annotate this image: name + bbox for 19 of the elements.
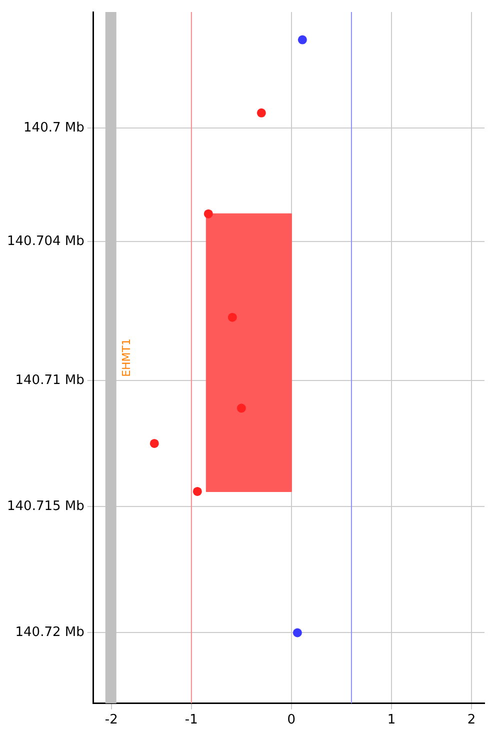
y-tick-label: 140.71 Mb: [15, 372, 84, 388]
x-tick-label: 1: [387, 712, 396, 728]
point: [228, 312, 237, 322]
x-tick-label: 0: [287, 712, 296, 728]
point: [150, 438, 159, 448]
x-tick-label: -2: [104, 712, 118, 728]
point: [298, 35, 307, 44]
x-tick-label: 2: [467, 712, 476, 728]
point: [236, 404, 246, 413]
x-tick-label: -1: [184, 712, 198, 728]
point: [204, 209, 213, 218]
point: [192, 486, 202, 496]
band-label: EHMT1: [120, 338, 134, 377]
point: [256, 108, 266, 118]
y-tick-label: 140.72 Mb: [15, 625, 84, 640]
y-tick-label: 140.7 Mb: [24, 120, 84, 136]
y-tick-label: 140.704 Mb: [7, 234, 84, 249]
y-tick-label: 140.715 Mb: [7, 498, 84, 514]
point: [292, 628, 302, 638]
